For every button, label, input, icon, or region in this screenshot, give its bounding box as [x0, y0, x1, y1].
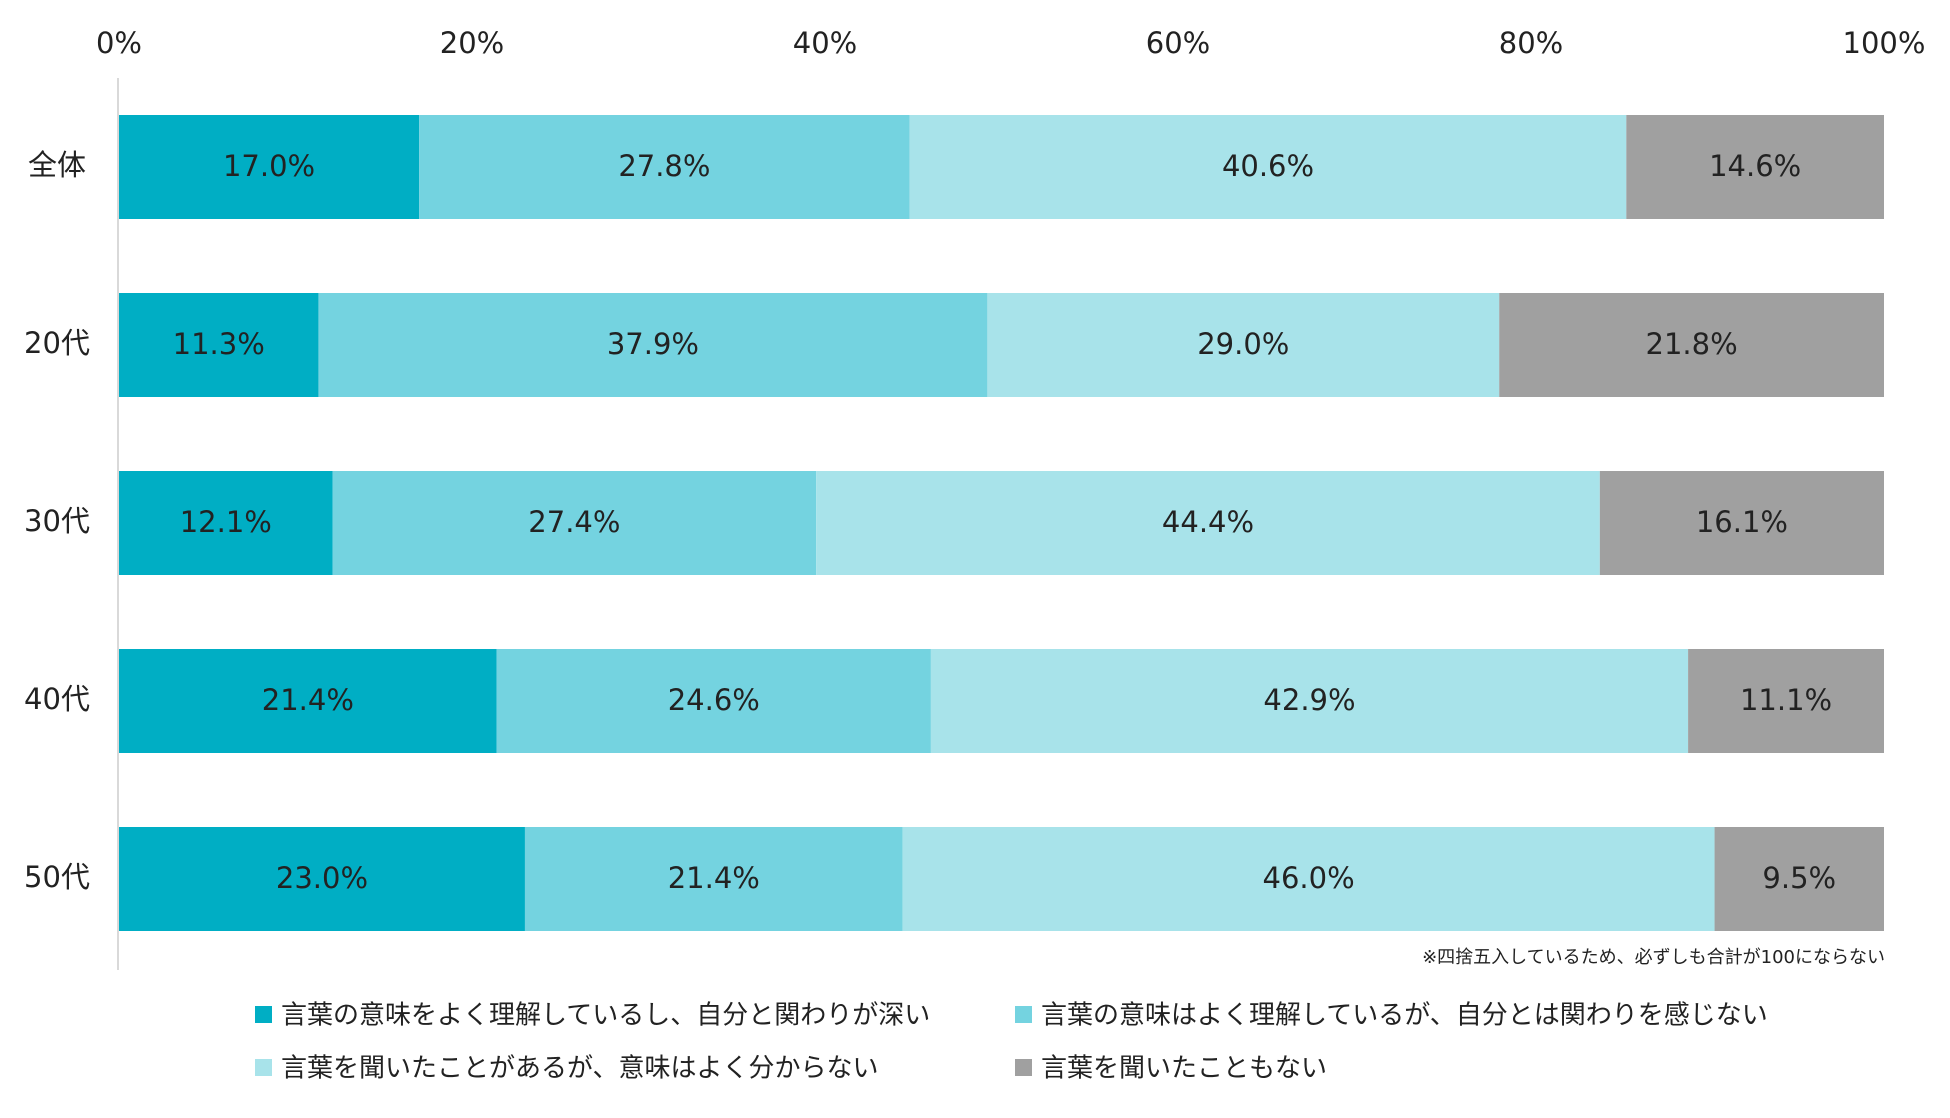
- legend-item: 言葉を聞いたこともない: [1015, 1054, 1327, 1084]
- data-label: 14.6%: [1709, 149, 1801, 183]
- legend-item: 言葉を聞いたことがあるが、意味はよく分からない: [255, 1054, 878, 1084]
- data-label: 44.4%: [1162, 505, 1254, 539]
- bar-segment: [524, 827, 903, 931]
- data-label: 27.8%: [618, 149, 710, 183]
- category-label: 40代: [24, 682, 90, 716]
- legend-label: 言葉を聞いたこともない: [1041, 1054, 1327, 1084]
- data-label: 9.5%: [1762, 861, 1836, 895]
- bar-segment: [1626, 115, 1884, 219]
- x-tick-label: 0%: [96, 26, 142, 60]
- legend: 言葉の意味をよく理解しているし、自分と関わりが深い 言葉の意味はよく理解しているが…: [255, 1001, 1768, 1084]
- bar-segment: [318, 293, 988, 397]
- legend-swatch: [1015, 1059, 1032, 1076]
- bars-group: 17.0% 27.8% 40.6% 14.6% 11.3% 37.9% 29.0% 21.8%…: [119, 115, 1884, 931]
- bar-segment: [909, 115, 1627, 219]
- category-label: 50代: [24, 860, 90, 894]
- rounding-note: ※四捨五入しているため、必ずしも合計が100にならない: [1422, 947, 1885, 968]
- data-label: 16.1%: [1696, 505, 1788, 539]
- data-label: 11.1%: [1740, 683, 1832, 717]
- bar-segment: [1499, 293, 1884, 397]
- data-label: 37.9%: [607, 327, 699, 361]
- legend-item: 言葉の意味はよく理解しているが、自分とは関わりを感じない: [1015, 1001, 1768, 1031]
- category-label: 全体: [28, 148, 86, 182]
- legend-swatch: [255, 1006, 272, 1023]
- bar-segment: [119, 649, 497, 753]
- data-label: 11.3%: [173, 327, 265, 361]
- category-label: 30代: [24, 504, 90, 538]
- bar-segment: [119, 293, 319, 397]
- bar-segment: [816, 471, 1600, 575]
- category-labels: 全体 20代 30代 40代 50代: [24, 148, 90, 894]
- bar-segment: [930, 649, 1689, 753]
- data-label: 23.0%: [276, 861, 368, 895]
- bar-segment: [119, 115, 420, 219]
- data-label: 29.0%: [1197, 327, 1289, 361]
- data-label: 24.6%: [668, 683, 760, 717]
- x-tick-label: 40%: [793, 26, 857, 60]
- data-label: 21.4%: [668, 861, 760, 895]
- data-label: 17.0%: [223, 149, 315, 183]
- data-label: 12.1%: [180, 505, 272, 539]
- data-label: 40.6%: [1222, 149, 1314, 183]
- legend-label: 言葉の意味をよく理解しているし、自分と関わりが深い: [281, 1001, 930, 1031]
- x-tick-label: 60%: [1146, 26, 1210, 60]
- x-tick-label: 100%: [1843, 26, 1926, 60]
- x-tick-label: 80%: [1499, 26, 1563, 60]
- data-label: 42.9%: [1263, 683, 1355, 717]
- x-tick-label: 20%: [440, 26, 504, 60]
- legend-swatch: [1015, 1006, 1032, 1023]
- legend-label: 言葉を聞いたことがあるが、意味はよく分からない: [281, 1054, 878, 1084]
- bar-segment: [1599, 471, 1884, 575]
- legend-label: 言葉の意味はよく理解しているが、自分とは関わりを感じない: [1041, 1001, 1768, 1031]
- bar-segment: [496, 649, 931, 753]
- legend-item: 言葉の意味をよく理解しているし、自分と関わりが深い: [255, 1001, 930, 1031]
- bar-segment: [119, 827, 525, 931]
- category-label: 20代: [24, 326, 90, 360]
- bar-segment: [332, 471, 817, 575]
- legend-swatch: [255, 1059, 272, 1076]
- x-axis-ticks: 0% 20% 40% 60% 80% 100%: [96, 26, 1925, 60]
- bar-segment: [119, 471, 333, 575]
- data-label: 46.0%: [1263, 861, 1355, 895]
- data-label: 27.4%: [528, 505, 620, 539]
- bar-segment: [1688, 649, 1884, 753]
- bar-segment: [1714, 827, 1884, 931]
- bar-segment: [987, 293, 1500, 397]
- data-label: 21.8%: [1646, 327, 1738, 361]
- bar-segment: [419, 115, 910, 219]
- bar-segment: [902, 827, 1715, 931]
- data-label: 21.4%: [262, 683, 354, 717]
